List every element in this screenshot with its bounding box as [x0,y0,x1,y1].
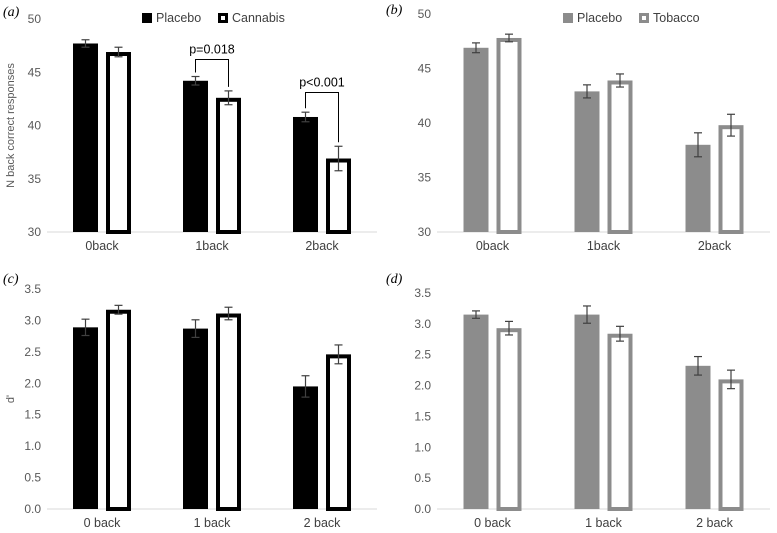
y-tick-label: 1.5 [24,408,41,422]
y-tick-label: 30 [28,225,42,239]
x-tick-label: 1back [587,239,621,253]
y-tick-label: 1.0 [24,439,41,453]
y-tick-label: 45 [28,65,42,79]
y-tick-label: 50 [28,12,42,26]
legend-swatch [218,13,228,23]
panel-label: (d) [386,272,403,287]
y-tick-label: 0.0 [414,502,431,516]
x-tick-label: 0back [476,239,510,253]
x-tick-label: 0back [85,239,119,253]
bar [106,309,131,511]
y-tick-label: 0.5 [24,471,41,485]
panel-label: (b) [386,3,403,18]
y-tick-label: 2.5 [414,348,431,362]
x-tick-label: 2back [305,239,339,253]
y-tick-label: 3.5 [414,286,431,300]
legend-label: Placebo [577,11,622,25]
bar [685,365,711,509]
panel-b: (b) 30 35 40 45 50 0back 1back 2back Placebo Tobac… [386,3,770,253]
y-tick-label: 50 [418,7,432,21]
bar [496,37,522,235]
significance-bracket [195,58,229,87]
legend-label: Placebo [156,11,201,25]
bar [496,328,522,512]
y-tick-label: 30 [418,225,432,239]
y-tick-label: 3.0 [414,317,431,331]
y-tick-label: 2.5 [24,345,41,359]
y-tick-label: 1.5 [414,409,431,423]
y-tick-label: 2.0 [414,379,431,393]
legend-swatch [142,13,152,23]
y-tick-label: 45 [418,62,432,76]
y-tick-label: 1.0 [414,440,431,454]
y-axis-title: d' [5,395,17,403]
bar [293,116,318,232]
y-tick-label: 3.0 [24,313,41,327]
bar [718,125,744,234]
bar [326,354,351,511]
x-tick-label: 0 back [474,516,512,530]
x-tick-label: 1back [195,239,229,253]
y-tick-label: 3.5 [24,282,41,296]
panel-label: (c) [3,272,19,287]
bar [73,43,98,233]
panel-c: (c) 0.0 0.5 1.0 1.5 2.0 2.5 3.0 3.5 d' 0 back 1 bac… [3,272,377,530]
significance-label: p=0.018 [189,42,235,56]
y-tick-label: 40 [418,116,432,130]
significance-label: p<0.001 [299,75,345,89]
y-tick-label: 0.0 [24,502,41,516]
legend-swatch [563,13,573,23]
significance-bracket [305,91,339,143]
panel-label: (a) [3,5,20,20]
y-tick-label: 40 [28,119,42,133]
bar [607,80,633,234]
bar [607,333,633,511]
bar [574,314,600,509]
x-tick-label: 2back [698,239,732,253]
y-tick-label: 35 [418,171,432,185]
y-axis-title: N back correct responses [5,63,17,188]
bar [718,379,744,511]
bar [463,47,489,232]
bar [685,144,711,232]
x-tick-label: 0 back [84,516,122,530]
bar [216,313,241,511]
x-tick-label: 2 back [696,516,734,530]
x-tick-label: 1 back [585,516,623,530]
bar [73,327,98,509]
y-tick-label: 0.5 [414,471,431,485]
bar [183,80,208,233]
bar [293,386,318,509]
legend-label: Tobacco [653,11,700,25]
bar [463,314,489,509]
x-tick-label: 1 back [194,516,232,530]
bar [183,328,208,509]
y-tick-label: 2.0 [24,376,41,390]
y-tick-label: 35 [28,172,42,186]
legend-label: Cannabis [232,11,285,25]
panel-a: (a) 30 35 40 45 50 N back correct responses 0ba… [3,5,377,253]
x-tick-label: 2 back [304,516,342,530]
panel-d: (d) 0.0 0.5 1.0 1.5 2.0 2.5 3.0 3.5 0 back 1 back 2… [386,272,770,530]
bar [574,91,600,232]
bar [106,52,131,234]
bar [216,97,241,234]
legend-swatch [639,13,649,23]
